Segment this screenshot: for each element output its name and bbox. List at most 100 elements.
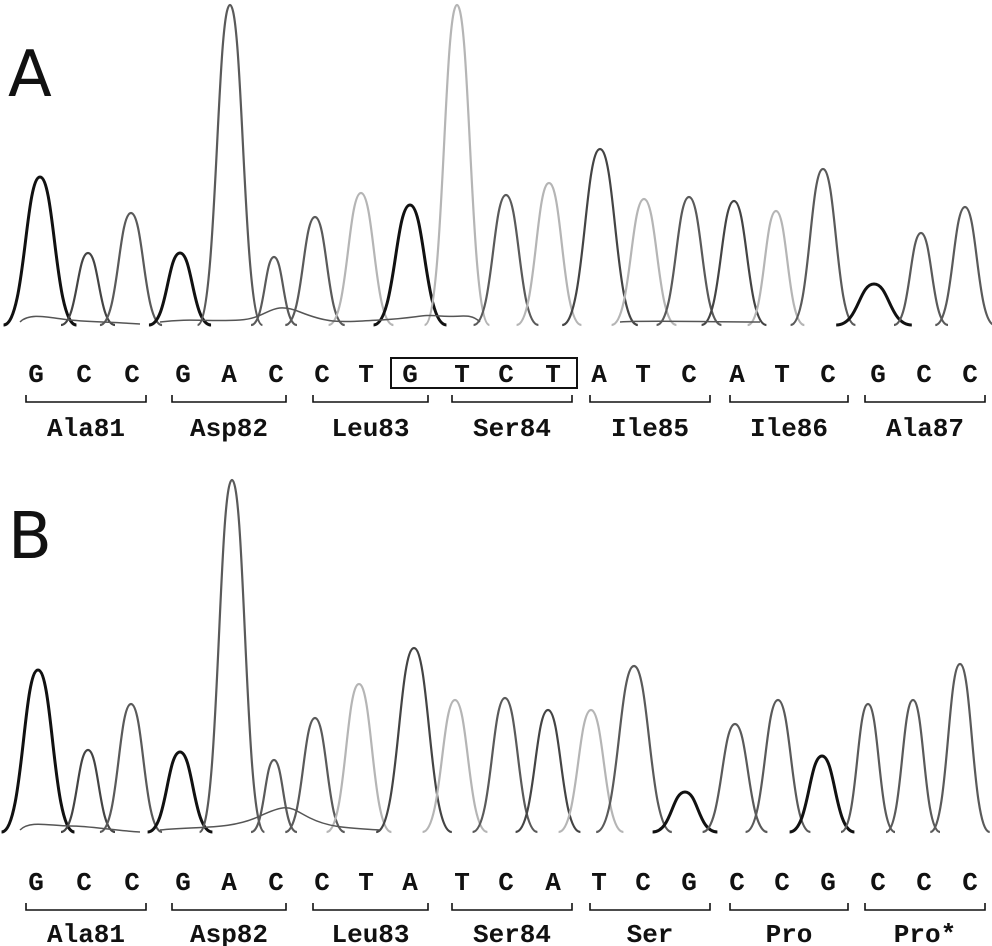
trace-peak — [373, 203, 447, 327]
trace-peak — [885, 698, 941, 834]
baseline-trace — [19, 307, 761, 325]
panel-b-codon-labels: Ala81 Asp82 Leu83 Ser84 Ser Pro Pro* — [47, 920, 956, 946]
panel-a-traces — [2, 3, 992, 327]
panel-b-codon-brackets — [25, 903, 986, 911]
trace-peak — [423, 3, 491, 327]
codon-bracket — [171, 395, 287, 403]
trace-peak — [148, 251, 212, 327]
base-call: G — [28, 360, 44, 390]
base-call: G — [28, 868, 44, 898]
trace-peak — [747, 209, 805, 327]
trace-peak — [652, 790, 718, 834]
trace-peak — [893, 231, 949, 327]
codon-label: Asp82 — [190, 414, 268, 444]
base-call: A — [221, 360, 237, 390]
codon-label: Leu83 — [331, 414, 409, 444]
trace-peak — [99, 702, 163, 834]
trace-peak — [99, 211, 163, 327]
base-call: T — [545, 360, 561, 390]
trace-peak — [60, 748, 116, 834]
trace-peak — [422, 698, 488, 834]
trace-peak — [250, 255, 298, 327]
codon-bracket — [312, 395, 429, 403]
codon-label: Ile85 — [611, 414, 689, 444]
codon-bracket — [864, 903, 986, 911]
base-call: A — [729, 360, 745, 390]
base-call: C — [820, 360, 836, 390]
codon-label: Ala81 — [47, 414, 125, 444]
codon-bracket — [171, 903, 287, 911]
codon-label: Ser — [627, 920, 674, 946]
base-call: G — [820, 868, 836, 898]
trace-peak — [835, 282, 913, 327]
trace-peak — [375, 646, 453, 834]
codon-bracket — [451, 903, 573, 911]
codon-bracket — [729, 903, 849, 911]
trace-peak — [934, 205, 992, 327]
panel-a-label: A — [8, 38, 52, 112]
codon-bracket — [25, 395, 147, 403]
base-call: C — [870, 868, 886, 898]
base-call: A — [591, 360, 607, 390]
base-call: T — [358, 868, 374, 898]
base-call: G — [870, 360, 886, 390]
panel-a-codon-labels: Ala81 Asp82 Leu83 Ser84 Ile85 Ile86 Ala87 — [47, 414, 964, 444]
trace-peak — [929, 662, 991, 834]
trace-peak — [2, 175, 78, 327]
base-call: A — [402, 868, 418, 898]
trace-peak — [701, 199, 767, 327]
codon-label: Pro — [766, 920, 813, 946]
trace-peak — [515, 708, 581, 834]
trace-peak — [745, 698, 811, 834]
base-call: C — [681, 360, 697, 390]
panel-b-label: B — [8, 500, 52, 574]
trace-peak — [250, 758, 298, 834]
trace-peak — [60, 251, 116, 327]
base-call: C — [498, 868, 514, 898]
base-call: G — [402, 360, 418, 390]
base-call: C — [124, 360, 140, 390]
base-call: C — [774, 868, 790, 898]
trace-peak — [840, 702, 896, 834]
trace-peak — [284, 215, 346, 327]
trace-peak — [790, 167, 856, 327]
trace-peak — [516, 181, 582, 327]
base-call: G — [175, 868, 191, 898]
codon-label: Asp82 — [190, 920, 268, 946]
base-call: C — [962, 868, 978, 898]
trace-peak — [611, 197, 677, 327]
codon-label: Pro* — [894, 920, 956, 946]
trace-peak — [656, 195, 722, 327]
codon-bracket — [312, 903, 429, 911]
base-call: G — [175, 360, 191, 390]
codon-bracket — [589, 903, 711, 911]
codon-label: Leu83 — [331, 920, 409, 946]
baseline-trace — [19, 807, 381, 833]
codon-bracket — [25, 903, 147, 911]
codon-bracket — [864, 395, 986, 403]
codon-label: Ala81 — [47, 920, 125, 946]
base-call: C — [76, 868, 92, 898]
base-call: T — [774, 360, 790, 390]
base-call: C — [916, 360, 932, 390]
codon-bracket — [729, 395, 849, 403]
base-call: T — [454, 868, 470, 898]
base-call: T — [454, 360, 470, 390]
codon-bracket — [451, 395, 573, 403]
codon-label: Ala87 — [886, 414, 964, 444]
base-call: C — [498, 360, 514, 390]
trace-peak — [328, 191, 394, 327]
trace-peak — [198, 478, 266, 834]
trace-peak — [595, 664, 673, 834]
base-call: C — [916, 868, 932, 898]
base-call: T — [358, 360, 374, 390]
base-call: G — [681, 868, 697, 898]
base-call: C — [268, 868, 284, 898]
codon-label: Ile86 — [750, 414, 828, 444]
base-call: C — [635, 868, 651, 898]
codon-label: Ser84 — [473, 414, 551, 444]
trace-peak — [472, 696, 538, 834]
trace-peak — [284, 716, 346, 834]
